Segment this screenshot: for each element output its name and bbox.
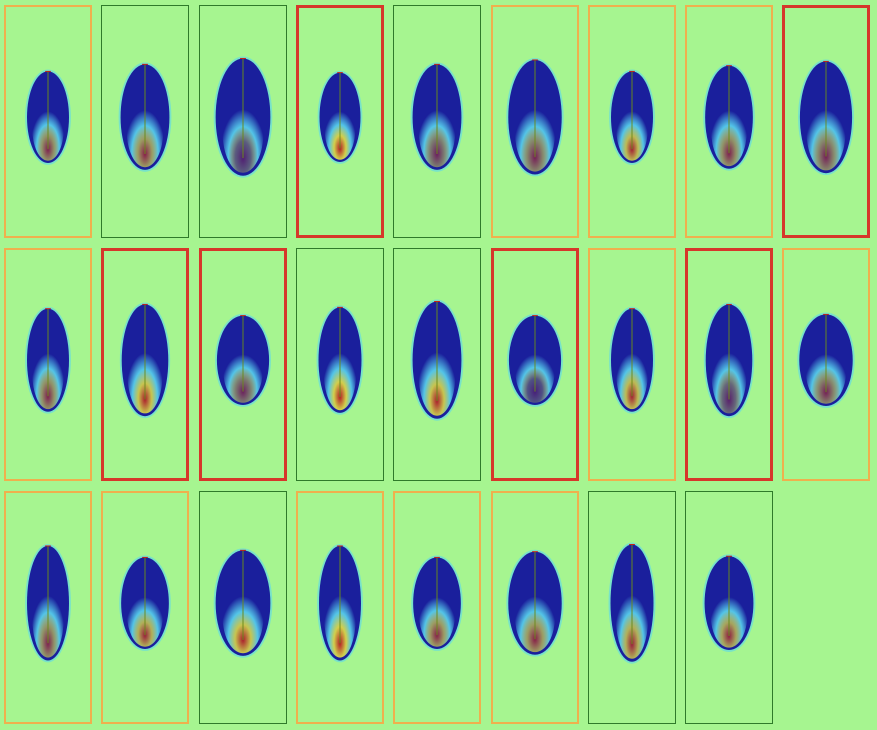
- heatmap-svg: [215, 313, 271, 407]
- heatmap-panel: [199, 248, 287, 481]
- heatmap-svg: [213, 56, 273, 178]
- heatmap-svg: [609, 69, 655, 165]
- heatmap-panel: [588, 491, 676, 724]
- heatmap-panel: [393, 248, 481, 481]
- heatmap-panel: [685, 248, 773, 481]
- heatmap-svg: [506, 549, 564, 657]
- heatmap-svg: [410, 299, 464, 421]
- heatmap-svg: [609, 306, 655, 414]
- heatmap-svg: [317, 70, 363, 164]
- heatmap-svg: [25, 69, 71, 165]
- heatmap-svg: [25, 544, 71, 663]
- heatmap-panel: [393, 491, 481, 724]
- heatmap-panel: [296, 491, 384, 724]
- heatmap-panel: [296, 5, 384, 238]
- heatmap-panel: [4, 248, 92, 481]
- heatmap-panel: [101, 491, 189, 724]
- heatmap-svg: [25, 306, 71, 414]
- heatmap-panel: [491, 248, 579, 481]
- heatmap-svg: [798, 59, 854, 176]
- heatmap-panel: [782, 248, 870, 481]
- heatmap-panel: [4, 5, 92, 238]
- heatmap-panel: [782, 5, 870, 238]
- heatmap-svg: [702, 554, 756, 652]
- heatmap-svg: [797, 312, 855, 408]
- heatmap-svg: [608, 542, 656, 664]
- heatmap-panel: [199, 5, 287, 238]
- heatmap-panel: [588, 248, 676, 481]
- heatmap-svg: [213, 548, 273, 658]
- heatmap-svg: [317, 544, 363, 663]
- heatmap-panel: [491, 5, 579, 238]
- heatmap-svg: [119, 555, 171, 651]
- heatmap-panel: [393, 5, 481, 238]
- heatmap-svg: [316, 305, 364, 415]
- heatmap-panel: [199, 491, 287, 724]
- heatmap-panel: [296, 248, 384, 481]
- heatmap-panel: [685, 5, 773, 238]
- heatmap-panel: [4, 491, 92, 724]
- heatmap-panel: [588, 5, 676, 238]
- heatmap-panel: [101, 248, 189, 481]
- heatmap-panel: [491, 491, 579, 724]
- heatmap-panel: [101, 5, 189, 238]
- heatmap-svg: [118, 62, 172, 172]
- heatmap-svg: [506, 58, 564, 177]
- heatmap-svg: [119, 302, 171, 419]
- heatmap-svg: [703, 63, 755, 171]
- heatmap-svg: [703, 302, 755, 419]
- heatmap-svg: [410, 62, 464, 172]
- heatmap-svg: [411, 555, 463, 651]
- heatmap-svg: [507, 313, 563, 407]
- heatmap-panel: [685, 491, 773, 724]
